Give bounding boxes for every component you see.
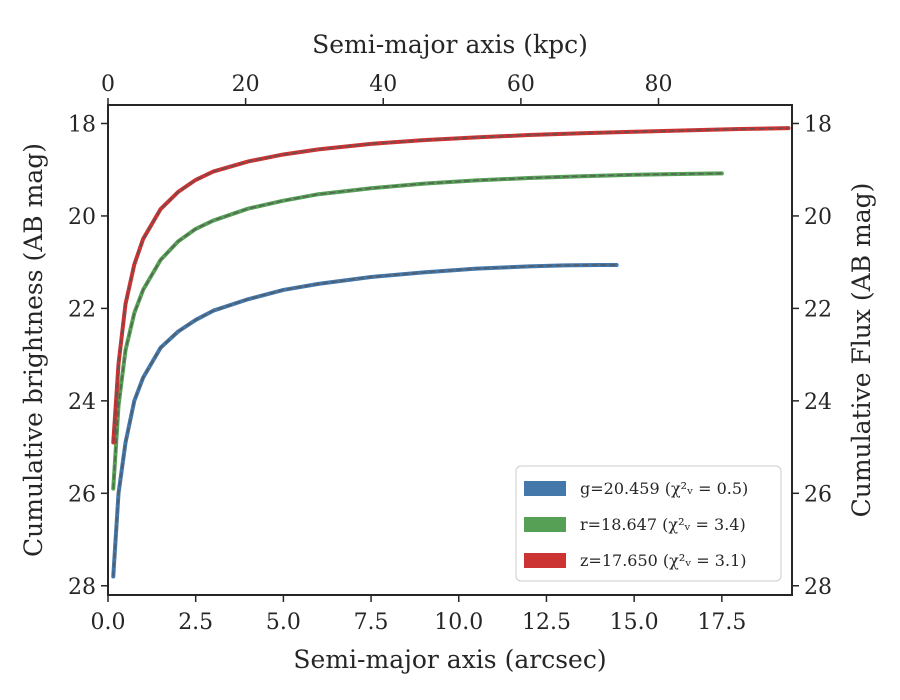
- plot-area: [111, 126, 791, 579]
- y-axis-label: Cumulative brightness (AB mag): [19, 143, 48, 557]
- y-tick-label: 22: [68, 297, 96, 322]
- legend: g=20.459 (χ²ᵥ = 0.5) r=18.647 (χ²ᵥ = 3.4…: [515, 465, 782, 582]
- y-tick-label: 24: [68, 390, 96, 415]
- x-tick-label: 15.0: [610, 610, 659, 635]
- right-y-tick-label: 24: [804, 390, 832, 415]
- y-tick-label: 18: [68, 112, 96, 137]
- top-x-tick-label: 60: [507, 72, 535, 97]
- y-tick-label: 28: [68, 575, 96, 600]
- legend-frame: [515, 465, 782, 582]
- plot-frame: [107, 104, 793, 596]
- right-y-axis-label: Cumulative Flux (AB mag): [847, 183, 876, 518]
- legend-swatch-g: [524, 481, 566, 496]
- x-axis-label: Semi-major axis (arcsec): [293, 645, 606, 674]
- x-tick-label: 17.5: [697, 610, 746, 635]
- x-tick-label: 5.0: [266, 610, 301, 635]
- x-tick-label: 2.5: [178, 610, 213, 635]
- y-tick-label: 20: [68, 205, 96, 230]
- right-y-tick-label: 26: [804, 482, 832, 507]
- right-y-tick-label: 28: [804, 575, 832, 600]
- right-y-tick-label: 22: [804, 297, 832, 322]
- top-x-tick-label: 40: [369, 72, 397, 97]
- legend-label-z: z=17.650 (χ²ᵥ = 3.1): [580, 551, 746, 570]
- y-tick-label: 26: [68, 482, 96, 507]
- top-x-tick-label: 0: [101, 72, 115, 97]
- legend-label-r: r=18.647 (χ²ᵥ = 3.4): [580, 515, 746, 534]
- legend-label-g: g=20.459 (χ²ᵥ = 0.5): [580, 479, 748, 498]
- x-tick-label: 7.5: [354, 610, 389, 635]
- top-x-tick-label: 20: [232, 72, 260, 97]
- legend-swatch-r: [524, 517, 566, 532]
- legend-swatch-z: [524, 553, 566, 568]
- x-tick-label: 10.0: [434, 610, 483, 635]
- x-tick-label: 0.0: [91, 610, 126, 635]
- axis-ticks: 0.0 2.5 5.0 7.5 10.0 12.5 15.0 17.5 0 20 40 60 80 18 1…: [68, 72, 832, 635]
- series-line-r: [111, 171, 724, 491]
- top-x-tick-label: 80: [645, 72, 673, 97]
- right-y-tick-label: 20: [804, 205, 832, 230]
- x-tick-label: 12.5: [522, 610, 571, 635]
- right-y-tick-label: 18: [804, 112, 832, 137]
- top-x-axis-label: Semi-major axis (kpc): [312, 30, 588, 59]
- model-fit-line-r: [112, 172, 722, 489]
